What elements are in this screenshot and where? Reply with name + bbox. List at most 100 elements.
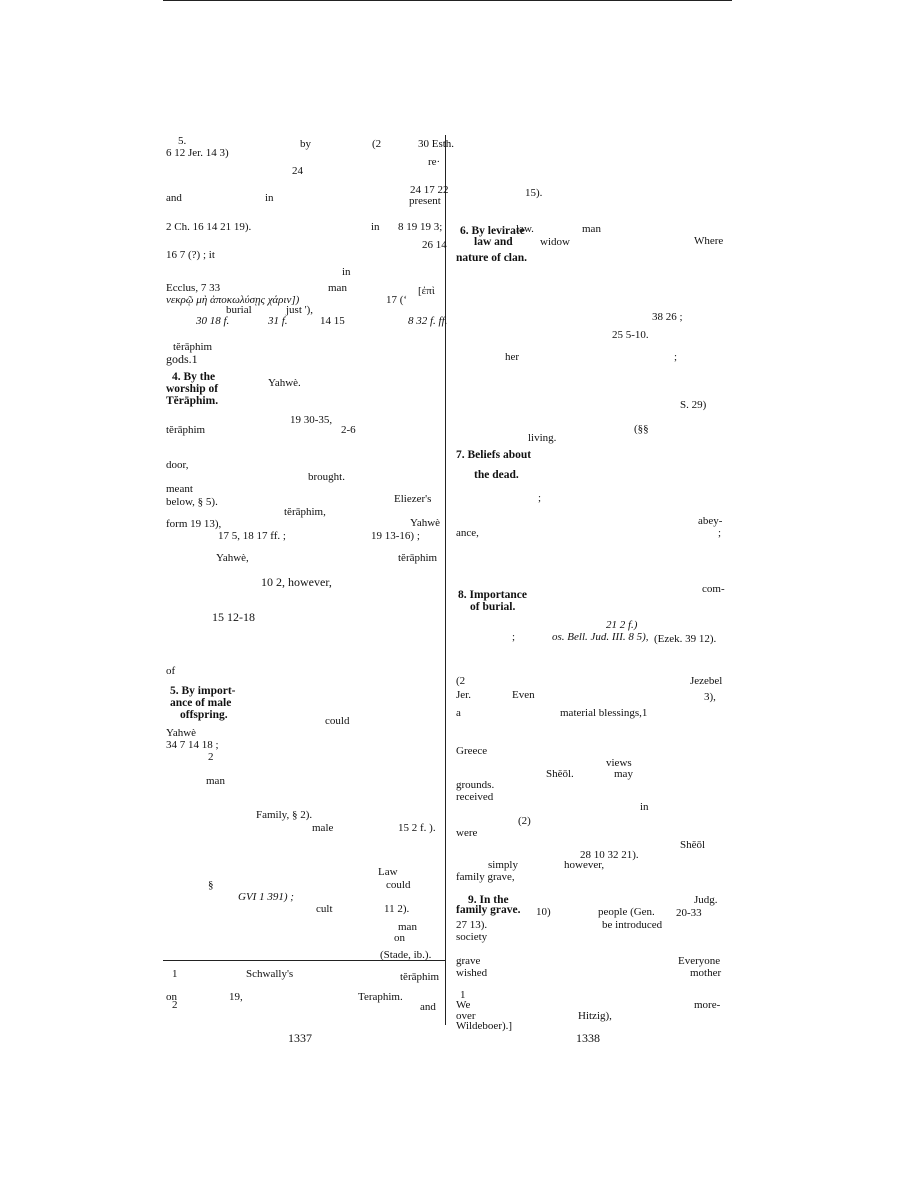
text-fragment: 3),	[704, 691, 716, 703]
text-fragment: wished	[456, 967, 488, 979]
text-fragment: abey-	[698, 515, 723, 527]
text-fragment: of burial.	[470, 601, 516, 613]
text-fragment: Jezebel	[690, 675, 723, 687]
text-fragment: her	[505, 351, 520, 363]
text-fragment: 11 2).	[384, 903, 410, 915]
text-fragment: Eliezer's	[394, 493, 432, 505]
text-fragment: ance of male	[170, 697, 232, 709]
text-fragment: just '),	[286, 304, 314, 316]
text-fragment: nature of clan.	[456, 252, 528, 264]
text-fragment: people (Gen.	[598, 906, 655, 918]
text-fragment: 34 7 14 18 ;	[166, 739, 219, 751]
text-fragment: over	[456, 1010, 476, 1022]
text-fragment: Greece	[456, 745, 488, 757]
text-fragment: society	[456, 931, 488, 943]
text-fragment: present	[409, 195, 441, 207]
text-fragment: man	[582, 223, 601, 235]
text-fragment: 24 17 22	[410, 184, 449, 196]
text-fragment: 15 2 f. ).	[398, 822, 436, 834]
text-fragment: Schwally's	[246, 968, 294, 980]
text-fragment: νεκρῷ μὴ ἀποκωλύσῃς χάριν])	[166, 294, 300, 306]
text-fragment: burial	[226, 304, 252, 316]
text-fragment: form 19 13),	[166, 518, 222, 530]
text-fragment: 28 10 32 21).	[580, 849, 639, 861]
text-fragment: Wildeboer).]	[456, 1020, 513, 1032]
text-fragment: 17 (‘	[386, 294, 408, 306]
text-fragment: tĕrāphim	[166, 424, 206, 436]
text-fragment: mother	[690, 967, 722, 979]
text-fragment: in	[265, 192, 274, 204]
text-fragment: 16 7 (?) ; it	[166, 249, 215, 261]
text-fragment: in	[342, 266, 351, 278]
text-fragment: Yahwè.	[268, 377, 301, 389]
text-fragment: GVI 1 391) ;	[238, 891, 294, 903]
text-fragment: Jer.	[456, 689, 471, 701]
text-fragment: Ecclus, 7 33	[166, 282, 221, 294]
text-fragment: 21 2 f.)	[606, 619, 638, 631]
text-fragment: 10 2, however,	[261, 575, 332, 589]
text-fragment: 2 Ch. 16 14 21 19).	[166, 221, 252, 233]
text-fragment: could	[325, 715, 350, 727]
text-fragment: brought.	[308, 471, 345, 483]
text-fragment: 6 12 Jer. 14 3)	[166, 147, 229, 159]
text-fragment: worship of	[166, 383, 219, 395]
text-fragment: (Ezek. 39 12).	[654, 633, 717, 645]
text-fragment: 5. By import-	[170, 685, 236, 697]
column-divider	[445, 135, 446, 1025]
text-fragment: by	[300, 138, 311, 150]
text-fragment: 4. By the	[172, 371, 216, 383]
text-fragment: in	[371, 221, 380, 233]
text-fragment: ance,	[456, 527, 479, 539]
text-fragment: on	[394, 932, 405, 944]
text-fragment: 15 12-18	[212, 610, 255, 624]
text-fragment: 30 18 f.	[196, 315, 230, 327]
text-fragment: 19 30-35,	[290, 414, 333, 426]
text-fragment: [ἐπὶ	[418, 285, 435, 297]
text-fragment: Hitzig),	[578, 1010, 612, 1022]
text-fragment: 2	[172, 999, 178, 1011]
text-fragment: material blessings,1	[560, 707, 648, 719]
text-fragment: in	[640, 801, 649, 813]
text-fragment: (Stade, ib.).	[380, 949, 432, 961]
text-fragment: 2	[208, 751, 214, 763]
text-fragment: 19 13-16) ;	[371, 530, 420, 542]
text-fragment: tĕrāphim	[173, 341, 213, 353]
text-fragment: could	[386, 879, 411, 891]
text-fragment: and	[166, 192, 182, 204]
text-fragment: (2	[372, 138, 382, 150]
text-fragment: 5.	[178, 135, 187, 147]
text-fragment: 8 19 19 3;	[398, 221, 443, 233]
text-fragment: (2	[456, 675, 466, 687]
text-fragment: 17 5, 18 17 ff. ;	[218, 530, 286, 542]
text-fragment: be introduced	[602, 919, 663, 931]
text-fragment: door,	[166, 459, 189, 471]
text-fragment: of	[166, 665, 176, 677]
text-fragment: Shĕōl	[680, 839, 706, 851]
text-fragment: 24	[292, 165, 303, 177]
text-fragment: S. 29)	[680, 399, 707, 411]
text-fragment: ;	[674, 351, 678, 363]
text-fragment: family grave,	[456, 871, 515, 883]
text-fragment: Where	[694, 235, 724, 247]
text-fragment: man	[328, 282, 347, 294]
text-fragment: 1337	[288, 1031, 312, 1045]
text-fragment: re·	[428, 156, 441, 168]
text-fragment: tĕrāphim	[400, 971, 440, 983]
text-fragment: 1	[172, 968, 178, 980]
text-fragment: 2-6	[341, 424, 356, 436]
text-fragment: §	[208, 879, 214, 891]
text-fragment: family grave.	[456, 904, 521, 916]
text-fragment: cult	[316, 903, 333, 915]
text-fragment: Yahwè	[166, 727, 197, 739]
text-fragment: Teraphim.	[358, 991, 403, 1003]
text-fragment: ;	[538, 492, 542, 504]
text-fragment: 1338	[576, 1031, 600, 1045]
text-fragment: gods.1	[166, 352, 198, 366]
text-fragment: simply	[488, 859, 518, 871]
text-fragment: male	[312, 822, 334, 834]
text-fragment: tĕrāphim	[398, 552, 438, 564]
text-fragment: 7. Beliefs about	[456, 449, 532, 461]
text-fragment: below, § 5).	[166, 496, 218, 508]
text-fragment: 27 13).	[456, 919, 488, 931]
text-fragment: views	[606, 757, 632, 769]
